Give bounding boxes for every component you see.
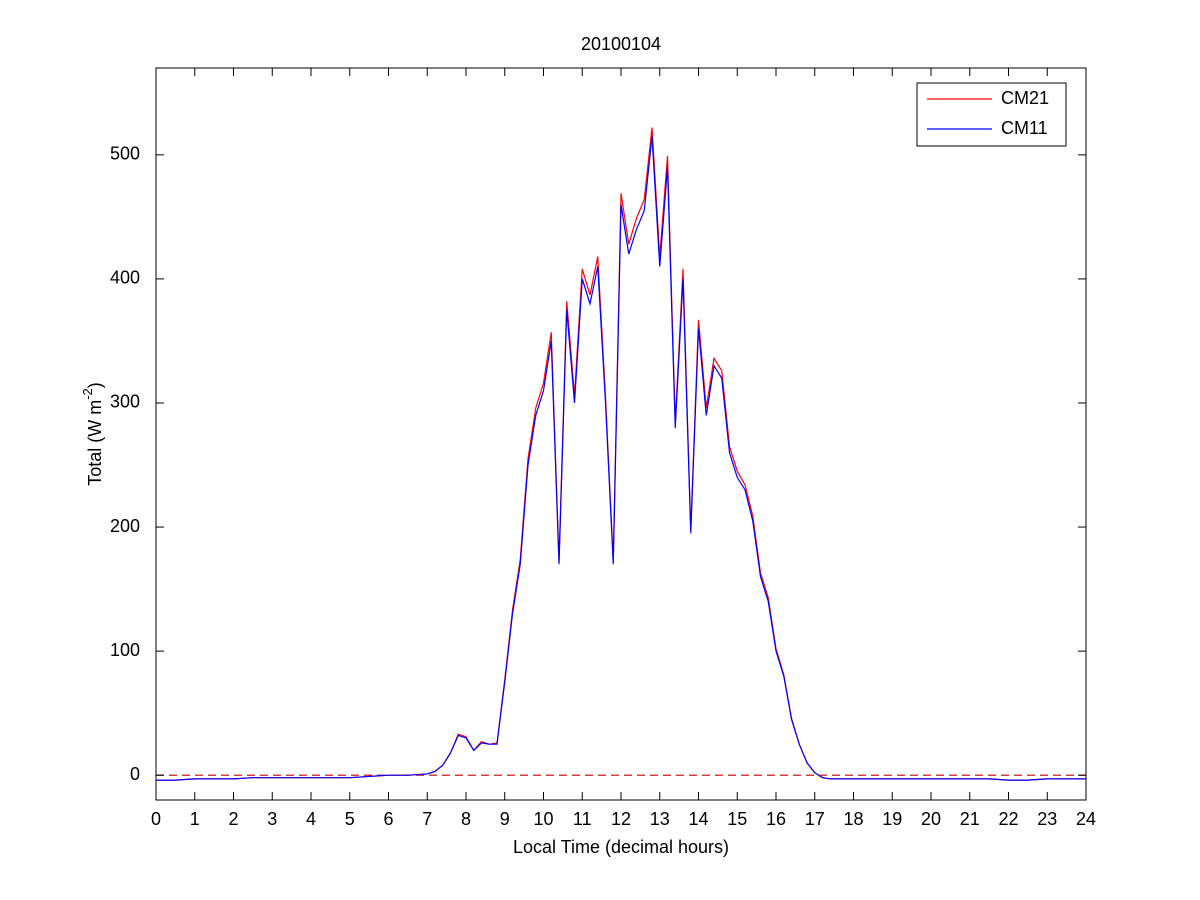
- x-tick-label: 0: [151, 809, 161, 829]
- y-tick-label: 100: [110, 640, 140, 660]
- x-tick-label: 11: [573, 809, 592, 829]
- y-tick-label: 500: [110, 144, 140, 164]
- x-tick-label: 4: [306, 809, 316, 829]
- x-tick-label: 19: [882, 809, 902, 829]
- legend-label: CM21: [1001, 88, 1049, 108]
- x-tick-label: 5: [345, 809, 355, 829]
- data-line: [156, 136, 1086, 781]
- x-tick-label: 10: [533, 809, 553, 829]
- x-tick-label: 22: [998, 809, 1018, 829]
- legend: CM21 CM11: [916, 82, 1067, 147]
- x-tick-label: 12: [611, 809, 631, 829]
- x-tick-label: 17: [805, 809, 825, 829]
- y-tick-label: 0: [130, 764, 140, 784]
- x-tick-label: 9: [500, 809, 510, 829]
- legend-label: CM11: [1001, 118, 1048, 138]
- x-tick-label: 14: [688, 809, 708, 829]
- x-tick-label: 13: [650, 809, 670, 829]
- x-tick-label: 16: [766, 809, 786, 829]
- x-tick-label: 6: [383, 809, 393, 829]
- x-tick-label: 18: [843, 809, 863, 829]
- x-tick-label: 24: [1076, 809, 1096, 829]
- y-tick-label: 400: [110, 268, 140, 288]
- x-tick-label: 3: [267, 809, 277, 829]
- x-axis-label: Local Time (decimal hours): [513, 837, 729, 857]
- x-tick-label: 1: [190, 809, 200, 829]
- x-tick-label: 7: [422, 809, 432, 829]
- y-tick-label: 300: [110, 392, 140, 412]
- x-tick-label: 15: [727, 809, 747, 829]
- y-tick-label: 200: [110, 516, 140, 536]
- x-tick-label: 8: [461, 809, 471, 829]
- legend-box: [916, 82, 1067, 147]
- x-tick-label: 2: [228, 809, 238, 829]
- chart-title: 20100104: [581, 34, 661, 54]
- y-axis-label: Total (W m-2): [80, 382, 104, 486]
- x-tick-label: 21: [960, 809, 980, 829]
- x-tick-label: 23: [1037, 809, 1057, 829]
- x-tick-label: 20: [921, 809, 941, 829]
